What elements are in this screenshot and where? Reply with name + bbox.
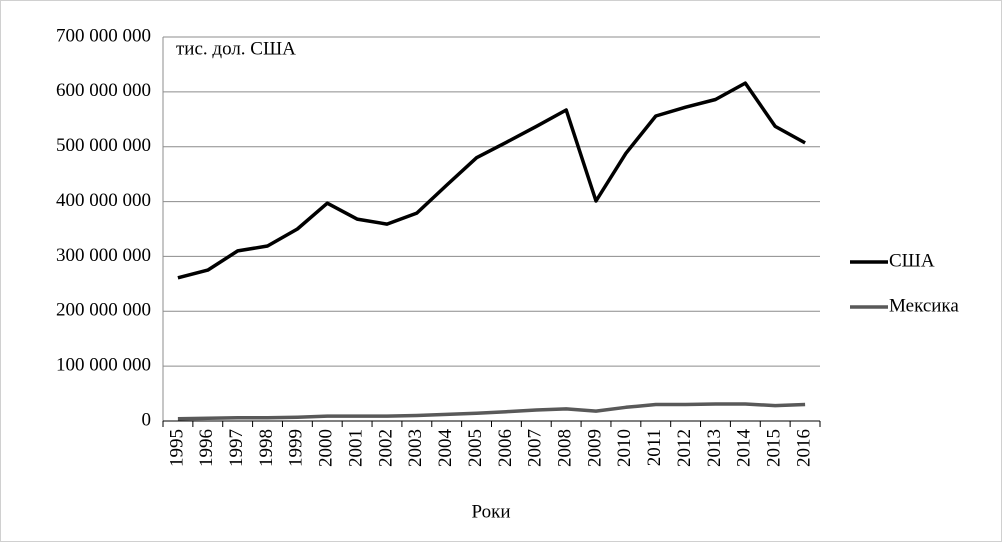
y-tick-label: 200 000 000	[56, 300, 151, 321]
y-tick-label: 400 000 000	[56, 190, 151, 211]
x-tick-label: 1997	[226, 429, 247, 467]
y-tick-label: 700 000 000	[56, 25, 151, 46]
x-tick-label: 2008	[555, 429, 576, 467]
x-tick-label: 2013	[704, 429, 725, 467]
x-tick-label: 2001	[345, 429, 366, 467]
x-tick-label: 2012	[674, 429, 695, 467]
x-tick-label: 2010	[614, 429, 635, 467]
x-tick-label: 2015	[764, 429, 785, 467]
x-tick-label: 2011	[644, 429, 665, 466]
x-tick-label: 2007	[525, 429, 546, 467]
x-tick-label: 2005	[465, 429, 486, 467]
legend-label: Мексика	[889, 295, 959, 316]
annotation: тис. дол. США	[176, 38, 296, 59]
line-series	[177, 81, 806, 280]
y-tick-label: 300 000 000	[56, 245, 151, 266]
x-tick-label: 1995	[166, 429, 187, 467]
x-tick-label: 2002	[375, 429, 396, 467]
x-tick-label: 1998	[256, 429, 277, 467]
y-tick-label: 600 000 000	[56, 80, 151, 101]
x-tick-label: 2006	[495, 429, 516, 467]
x-tick-label: 2009	[584, 429, 605, 467]
x-tick-label: 2003	[405, 429, 426, 467]
x-tick-label: 2016	[793, 429, 814, 467]
y-tick-label: 0	[142, 409, 152, 430]
y-tick-label: 500 000 000	[56, 135, 151, 156]
x-tick-label: 2014	[734, 429, 755, 468]
x-tick-label: 1999	[286, 429, 307, 467]
x-axis-label: Роки	[472, 501, 511, 522]
x-tick-label: 2004	[435, 429, 456, 468]
line-series	[177, 402, 806, 421]
x-tick-label: 1996	[196, 429, 217, 467]
y-tick-label: 100 000 000	[56, 355, 151, 376]
legend-label: США	[889, 250, 935, 271]
x-tick-label: 2000	[316, 429, 337, 467]
